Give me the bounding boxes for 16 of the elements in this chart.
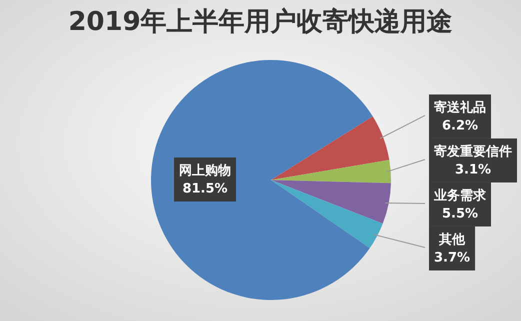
chart-title: 2019年上半年用户收寄快递用途 [68,7,453,37]
data-label: 6.2% [442,118,478,134]
pie-slice [271,160,391,184]
data-label: 3.7% [434,250,470,266]
pie-slice [271,180,383,248]
pie-slice [271,116,390,180]
slice-label: 其他 [438,232,466,248]
slice-label: 业务需求 [433,187,487,204]
pie-slice [151,60,373,300]
data-label: 3.1% [454,162,492,178]
data-label: 5.5% [442,206,478,222]
slice-label: 网上购物 [179,164,232,179]
slice-label: 寄送礼品 [434,99,486,116]
data-label: 81.5% [182,182,228,197]
pie-slice [271,180,391,224]
slice-label: 寄发重要信件 [434,143,512,160]
